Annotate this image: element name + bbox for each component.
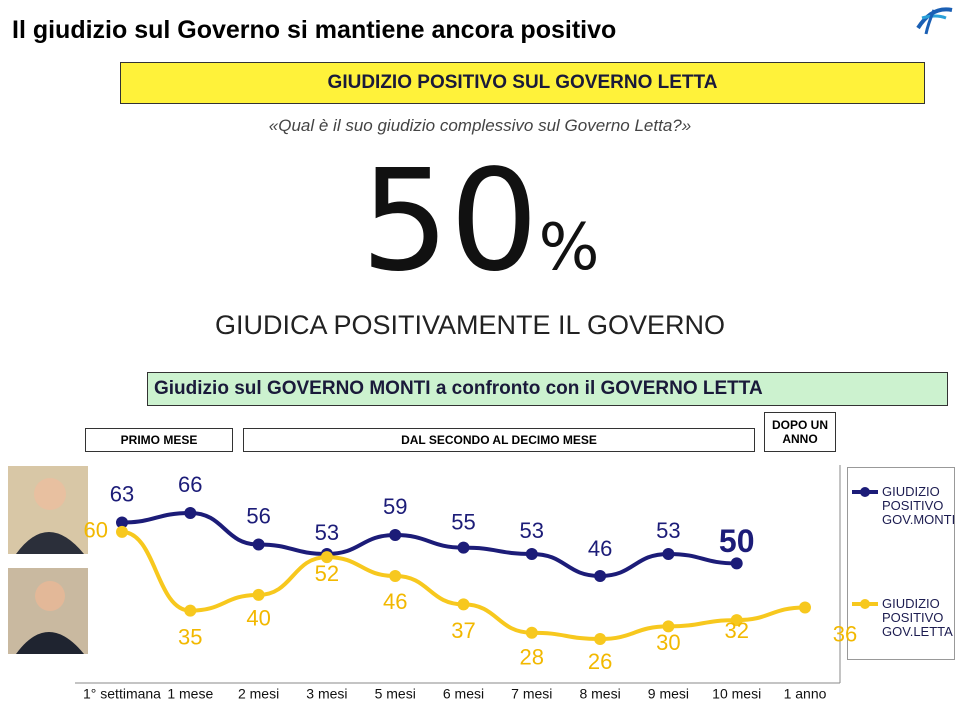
data-point <box>389 570 402 582</box>
question: «Qual è il suo giudizio complessivo sul … <box>268 116 692 135</box>
x-tick-label: 3 mesi <box>306 686 347 702</box>
data-label: 59 <box>383 494 407 519</box>
data-point <box>594 633 607 645</box>
data-label: 66 <box>178 472 202 497</box>
data-label: 36 <box>833 621 857 646</box>
slide-title: Il giudizio sul Governo si mantiene anco… <box>12 16 617 44</box>
period-label: DAL SECONDO AL DECIMO MESE <box>243 428 755 452</box>
data-label: 52 <box>315 561 339 586</box>
banner: GIUDIZIO POSITIVO SUL GOVERNO LETTA <box>120 62 925 104</box>
data-label: 32 <box>724 618 748 643</box>
legend-label: GIUDIZIO POSITIVO GOV.MONTI <box>882 484 956 527</box>
data-label: 63 <box>110 481 134 506</box>
data-point <box>457 598 470 611</box>
x-tick-label: 5 mesi <box>375 686 416 702</box>
legend-marker <box>860 487 870 497</box>
x-tick-label: 1 anno <box>784 686 827 702</box>
data-point <box>252 538 265 551</box>
data-point <box>320 551 333 564</box>
logo <box>916 7 953 35</box>
legend-label: GIUDIZIO POSITIVO GOV.LETTA <box>882 596 953 639</box>
data-point <box>594 570 607 582</box>
data-point <box>799 601 811 614</box>
data-label: 53 <box>520 518 544 543</box>
x-tick-label: 1° settimana <box>83 686 161 702</box>
x-tick-label: 7 mesi <box>511 686 552 702</box>
data-label: 40 <box>246 606 270 631</box>
photo-letta <box>8 568 88 654</box>
data-label: 56 <box>246 503 270 528</box>
data-label: 28 <box>520 645 544 670</box>
data-label: 53 <box>315 520 339 545</box>
data-label: 26 <box>588 649 612 674</box>
legend-box <box>847 467 955 660</box>
data-label: 46 <box>383 589 407 614</box>
x-tick-label: 8 mesi <box>579 686 620 702</box>
data-label: 37 <box>451 618 475 643</box>
period-label: PRIMO MESE <box>85 428 233 452</box>
data-point <box>252 588 265 601</box>
data-point <box>662 547 675 560</box>
x-tick-label: 10 mesi <box>712 686 761 702</box>
data-point <box>116 525 128 538</box>
big-caption: GIUDICA POSITIVAMENTE IL GOVERNO <box>214 310 726 340</box>
data-point <box>184 507 197 519</box>
data-point <box>730 557 743 570</box>
x-tick-label: 1 mese <box>167 686 213 702</box>
series-line <box>121 529 806 642</box>
big-value: 50 <box>360 140 539 303</box>
x-tick-label: 9 mesi <box>648 686 689 702</box>
data-point <box>662 620 675 633</box>
data-label: 46 <box>588 536 612 561</box>
data-point <box>730 614 743 627</box>
series-line <box>121 510 737 579</box>
data-point <box>116 516 128 529</box>
x-tick-label: 2 mesi <box>238 686 279 702</box>
data-point <box>457 541 470 554</box>
data-label: 30 <box>656 630 680 655</box>
data-label: 55 <box>451 509 475 534</box>
data-label: 50 <box>719 523 755 559</box>
data-point <box>389 529 402 542</box>
data-point <box>184 604 197 617</box>
photo-monti <box>8 466 88 554</box>
period-label: DOPO UN ANNO <box>764 412 836 452</box>
data-point <box>525 626 538 639</box>
data-label: 53 <box>656 518 680 543</box>
comparison-title: Giudizio sul GOVERNO MONTI a confronto c… <box>147 372 948 406</box>
x-tick-label: 6 mesi <box>443 686 484 702</box>
data-point <box>525 547 538 560</box>
data-label: 35 <box>178 624 202 649</box>
big-number: 50% <box>0 140 960 303</box>
legend-marker <box>860 599 870 609</box>
big-unit: % <box>538 211 600 285</box>
data-label: 60 <box>84 518 108 543</box>
